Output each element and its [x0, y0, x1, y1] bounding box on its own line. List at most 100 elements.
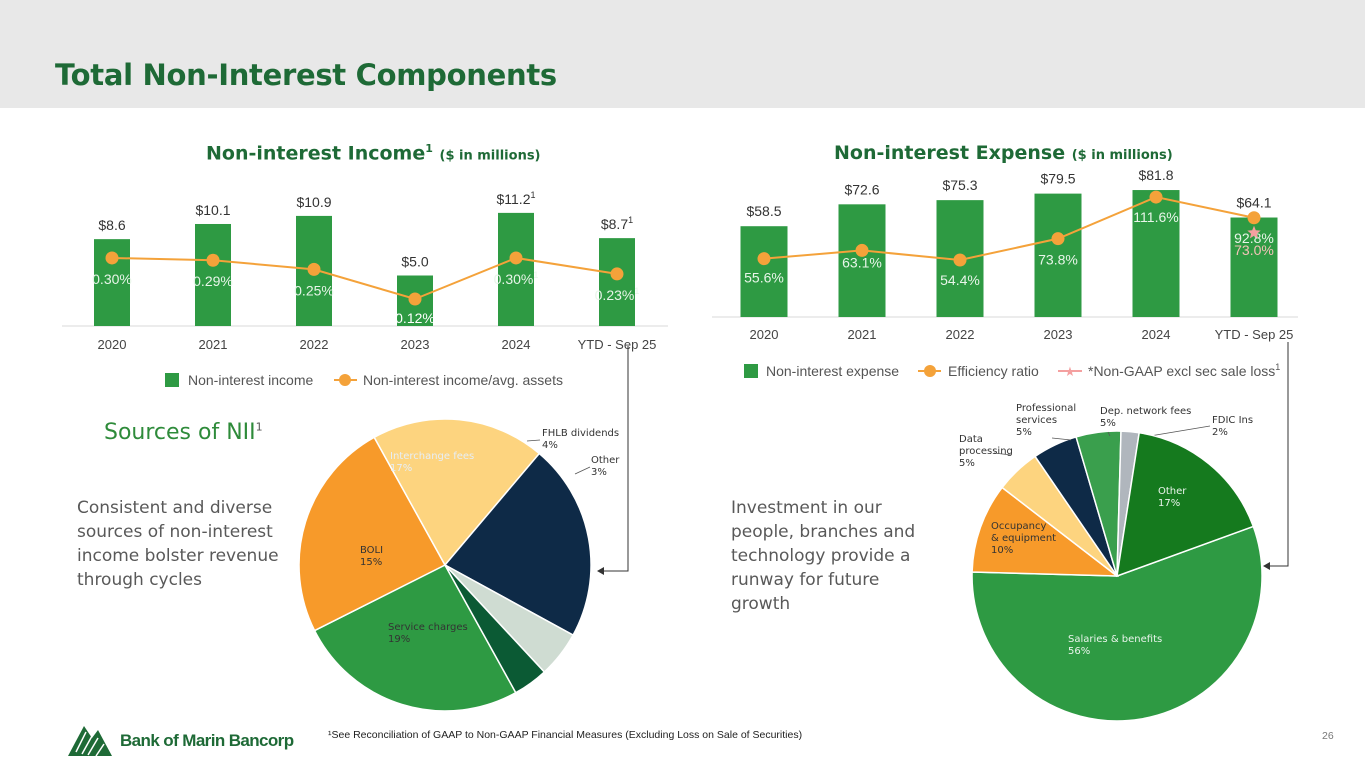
expense-bar-label: $58.5 — [746, 203, 781, 219]
expense-to-pie-connector — [1268, 342, 1289, 567]
nii-pie-slice-interchange-fees — [443, 452, 592, 637]
expense-bar-label: $79.5 — [1040, 171, 1075, 187]
expense-to-pie-arrow-icon — [1263, 562, 1270, 570]
expense-pie-label: processing — [959, 446, 1013, 457]
income-ratio-label: 0.12% — [395, 310, 435, 326]
expense-pie-pct: 5% — [1016, 427, 1032, 438]
expense-legend-star-icon: ★ — [1064, 364, 1076, 379]
nii-pie-leader-line — [526, 439, 541, 442]
footnote: ¹See Reconciliation of GAAP to Non-GAAP … — [328, 729, 803, 741]
nii-pie-slice-service-charges — [298, 436, 447, 632]
nii-pie-slice-wealth-mgmt-trust — [313, 564, 517, 712]
income-ratio-point — [610, 267, 624, 281]
income-bar-2021 — [195, 223, 231, 326]
expense-pie-pct: 17% — [1158, 498, 1180, 509]
income-chart-title-sup: 1 — [425, 142, 433, 155]
expense-ratio-label: 55.6% — [744, 270, 784, 286]
expense-pie-leader-line — [1149, 425, 1211, 437]
income-ratio-label: 0.29% — [193, 273, 233, 289]
expense-legend-bar-swatch — [744, 364, 758, 378]
expense-pie-label: FDIC Ins — [1212, 415, 1253, 426]
expense-chart-title-text: Non-interest Expense — [834, 142, 1066, 164]
expense-pie-pct: 5% — [1100, 418, 1116, 429]
expense-pie-label: Salaries & benefits — [1068, 634, 1162, 645]
expense-pie-pct: 10% — [991, 545, 1013, 556]
nii-title-sup: 1 — [255, 420, 263, 434]
expense-pie-slice-other — [1116, 431, 1255, 578]
expense-pie-label: Dep. network fees — [1100, 406, 1191, 417]
expense-pie-slice-occupancy-equipment — [971, 486, 1120, 577]
expense-pie-label: Professional — [1016, 403, 1076, 414]
income-bar-label: $5.0 — [401, 254, 428, 270]
income-bar-2024 — [498, 212, 534, 326]
nii-pie-leader-line — [574, 466, 591, 475]
nii-pie-pct: 3% — [591, 467, 607, 478]
expense-pie-pct: 56% — [1068, 646, 1090, 657]
expense-ratio-point — [855, 243, 869, 257]
income-tick-label: 2023 — [401, 337, 430, 352]
expense-tick-label: 2020 — [750, 327, 779, 342]
income-ratio-point — [307, 262, 321, 276]
expense-ratio-label: 63.1% — [842, 254, 882, 270]
expense-legend-star-label: *Non-GAAP excl sec sale loss1 — [1088, 362, 1280, 379]
nii-pie-pct: 17% — [390, 463, 412, 474]
expense-bar-2023 — [1034, 193, 1082, 317]
expense-pie-leader-line — [993, 452, 1012, 456]
bank-logo: Bank of Marin Bancorp — [66, 718, 294, 758]
income-legend-bar-swatch — [165, 373, 179, 387]
expense-bar-2021 — [838, 204, 886, 317]
expense-tick-label: YTD - Sep 25 — [1215, 327, 1294, 342]
income-bar-label: $11.21 — [496, 190, 535, 207]
expense-ratio-point — [1149, 190, 1163, 204]
expense-ratio-point — [953, 253, 967, 267]
expense-bar-label: $75.3 — [942, 177, 977, 193]
income-to-pie-connector — [602, 346, 629, 572]
expense-nongaap-label: 73.0% — [1234, 242, 1274, 258]
nii-blurb: Consistent and diverse sources of non-in… — [77, 498, 279, 590]
expense-bar-label: $72.6 — [844, 181, 879, 197]
income-bar-label: $10.9 — [296, 194, 331, 210]
income-bar-label: $10.1 — [195, 202, 230, 218]
income-tick-label: 2020 — [98, 337, 127, 352]
expense-ratio-line — [763, 196, 1255, 262]
logo-mountain-icon — [68, 726, 112, 757]
income-tick-label: 2022 — [300, 337, 329, 352]
page-number: 26 — [1322, 730, 1334, 742]
income-legend-line-marker — [339, 374, 351, 386]
expense-ratio-label: 73.8% — [1038, 252, 1078, 268]
header-band — [0, 0, 1365, 108]
expense-pie-label: Other — [1158, 486, 1187, 497]
nii-pie-label: Service charges — [388, 622, 468, 633]
expense-legend-bar-label: Non-interest expense — [766, 363, 899, 379]
expense-pie-pct: 5% — [959, 458, 975, 469]
income-ratio-line — [111, 256, 618, 301]
nii-pie-label: FHLB dividends — [542, 428, 619, 439]
nii-pie-pct: 19% — [388, 634, 410, 645]
nii-pie-pct: 4% — [542, 440, 558, 451]
expense-ratio-label: 111.6% — [1133, 209, 1178, 225]
income-bar-label: $8.71 — [601, 215, 633, 232]
expense-tick-label: 2024 — [1142, 327, 1171, 342]
expense-ratio-point — [757, 252, 771, 266]
income-legend-bar-label: Non-interest income — [188, 372, 313, 388]
expense-pie-pct: 2% — [1212, 427, 1228, 438]
nii-pie-label: Interchange fees — [390, 451, 474, 462]
expense-pie-leader-line — [1107, 431, 1111, 437]
income-tick-label: 2021 — [199, 337, 228, 352]
expense-blurb: Investment in our people, branches and t… — [731, 498, 916, 614]
expense-legend-line-marker — [924, 365, 936, 377]
expense-nongaap-star — [1247, 225, 1261, 239]
income-chart-unit: ($ in millions) — [439, 148, 541, 164]
expense-ratio-label: 92.8% — [1234, 230, 1274, 246]
expense-chart-title: Non-interest Expense ($ in millions) — [834, 142, 1173, 164]
income-chart-title: Non-interest Income1 ($ in millions) — [206, 142, 541, 164]
income-ratio-label: 0.23%1 — [595, 286, 640, 303]
nii-pie-label: BOLI — [360, 545, 383, 556]
nii-pie-pct: 15% — [360, 557, 382, 568]
expense-pie-slice-salaries-benefits — [971, 525, 1263, 722]
nii-title-text: Sources of NII — [104, 420, 256, 445]
nii-pie-label: Other — [591, 455, 620, 466]
income-tick-label: 2024 — [502, 337, 531, 352]
nii-pie-slice-boli — [373, 418, 541, 567]
